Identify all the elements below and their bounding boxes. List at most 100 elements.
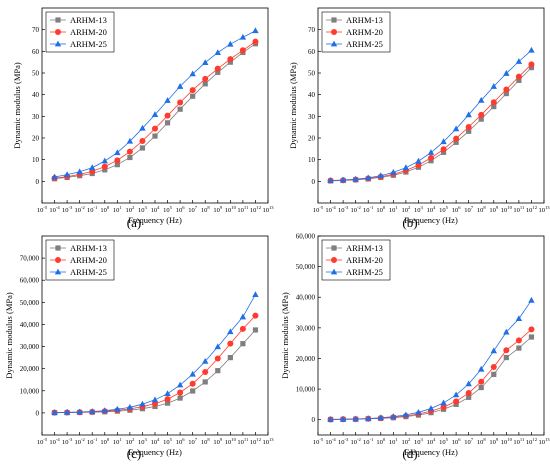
y-tick-label: 30 [32,113,40,121]
x-tick-label: 104 [427,437,437,446]
y-tick-label: 30,000 [20,343,40,351]
data-point [365,415,372,421]
x-tick-label: 100 [376,437,386,446]
data-point [76,408,83,415]
x-tick-label: 109 [213,205,223,214]
data-point [465,123,472,130]
series-arhm-25 [51,291,259,415]
x-tick-label: 1010 [225,437,237,446]
data-point [152,133,158,139]
y-tick-label: 10,000 [20,387,40,395]
series-line [54,30,256,178]
x-tick-label: 109 [489,437,499,446]
data-point [202,357,209,364]
series-line [54,41,256,179]
x-tick-label: 100 [376,205,386,214]
legend: ARHM-13 ARHM-20 ARHM-25 [321,11,391,53]
x-axis-label: Frequency (Hz) [404,447,458,457]
data-point [189,70,196,77]
data-point [164,97,171,103]
y-tick-label: 10 [32,156,40,164]
y-tick-label: 60,000 [296,233,316,241]
legend-label: ARHM-25 [346,267,383,277]
x-tick-label: 1010 [501,205,513,214]
legend-label: ARHM-20 [70,255,107,265]
x-tick-label: 1011 [513,437,525,446]
y-tick-label: 10 [308,156,316,164]
data-point [528,334,535,340]
data-point [177,395,183,401]
data-point [415,408,422,415]
data-point [515,73,522,80]
data-point [352,175,359,182]
data-point [339,415,347,422]
data-point [89,408,96,414]
x-tick-label: 106 [452,205,462,214]
data-point [377,414,384,421]
legend: ARHM-13 ARHM-20 ARHM-25 [321,239,391,281]
panel-caption: (b) [402,215,417,230]
data-point [415,157,422,164]
data-point [114,405,121,412]
data-point [252,38,259,45]
x-tick-label: 10-4 [49,205,60,214]
data-point [176,83,184,89]
data-point [89,164,96,171]
data-point [189,87,196,94]
data-point [240,341,246,347]
data-point [491,103,497,110]
x-tick-label: 103 [414,205,424,214]
y-axis-label: Dynamic modulus (MPa) [280,292,290,379]
x-axis-label: Frequency (Hz) [404,215,458,225]
data-point [202,368,209,375]
data-point [177,106,183,112]
data-point [139,400,146,407]
data-point [227,328,234,335]
x-tick-label: 1013 [262,437,274,446]
data-point [202,379,208,385]
y-tick-label: 50 [308,70,316,78]
y-tick-label: 40 [308,91,316,99]
y-tick-label: 20,000 [296,355,316,363]
y-axis-label: Dynamic modulus (MPa) [12,62,22,149]
data-point [227,355,233,361]
data-point [63,408,71,415]
data-point [177,389,184,396]
legend-marker [55,17,61,23]
data-point [164,400,171,406]
x-tick-label: 105 [439,437,449,446]
legend-marker [54,268,62,275]
x-tick-label: 10-3 [62,205,73,214]
y-tick-label: 60 [32,48,40,56]
legend-marker [54,40,62,47]
data-point [215,69,221,75]
data-point [252,27,259,34]
x-axis-label: Frequency (Hz) [128,447,182,457]
data-point [177,99,184,106]
x-tick-label: 106 [452,437,462,446]
data-point [440,138,447,145]
y-tick-label: 30,000 [296,324,316,332]
data-point [101,407,108,414]
data-point [465,390,472,397]
x-tick-label: 101 [389,205,399,214]
x-tick-label: 104 [427,205,437,214]
data-point [390,169,397,175]
data-point [466,128,472,134]
x-tick-label: 1012 [250,437,262,446]
data-point [453,401,459,407]
x-tick-label: 109 [213,437,223,446]
data-point [478,384,484,391]
x-tick-label: 105 [163,205,173,214]
y-tick-label: 20,000 [20,365,40,373]
data-point [440,404,447,411]
data-point [377,172,384,179]
data-point [252,291,259,297]
series-arhm-20 [327,61,535,184]
data-point [189,380,196,387]
x-tick-label: 103 [414,437,424,446]
x-tick-label: 1011 [237,205,249,214]
data-point [478,116,484,122]
data-point [127,154,133,161]
